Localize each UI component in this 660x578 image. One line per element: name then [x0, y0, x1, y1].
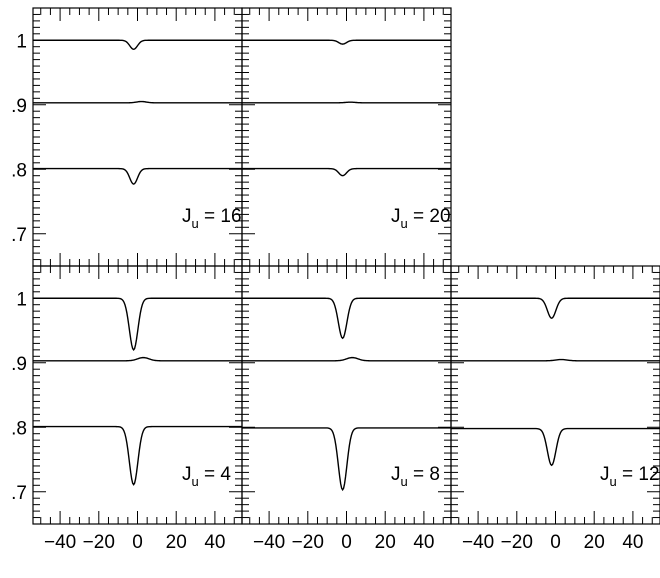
- panel-label: Ju = 4: [182, 464, 231, 489]
- x-tick-label: −20: [292, 532, 324, 553]
- panel-label: Ju = 16: [182, 206, 242, 231]
- series-line-2: [33, 167, 242, 185]
- x-tick-label: 0: [132, 532, 143, 553]
- y-tick-label: .7: [11, 225, 27, 246]
- x-tick-label: 0: [550, 532, 561, 553]
- panel-1: Ju = 20: [241, 7, 452, 267]
- series-line-1: [451, 358, 660, 362]
- series-line-0: [451, 297, 660, 320]
- panel-2: Ju = 4 .7 .8 .9 1 −40 −20 0 20 40: [11, 265, 243, 553]
- x-tick-label: 20: [375, 532, 396, 553]
- x-tick-label: −40: [44, 532, 76, 553]
- x-tick-label: 20: [166, 532, 187, 553]
- panel-0: Ju = 16 .7 .8 .9 1: [11, 7, 243, 267]
- panel-4: Ju = 12 −40 −20 0 20 40: [450, 265, 660, 553]
- series-line-0: [242, 39, 451, 45]
- y-tick-label: .8: [11, 418, 27, 439]
- series-line-1: [33, 356, 242, 362]
- x-tick-label: 40: [413, 532, 434, 553]
- panel-frame: [241, 265, 452, 525]
- y-tick-label: .9: [11, 96, 27, 117]
- y-tick-label: .7: [11, 483, 27, 504]
- x-tick-label: −20: [501, 532, 533, 553]
- x-tick-label: 0: [341, 532, 352, 553]
- series-line-0: [33, 39, 242, 51]
- panel-label: Ju = 12: [600, 464, 660, 489]
- series-line-1: [242, 356, 451, 362]
- y-tick-label: .8: [11, 160, 27, 181]
- x-tick-label: 40: [622, 532, 643, 553]
- x-tick-label: 40: [204, 532, 225, 553]
- panel-frame: [241, 7, 452, 267]
- y-tick-label: .9: [11, 354, 27, 375]
- series-line-2: [33, 425, 242, 486]
- x-tick-label: −20: [83, 532, 115, 553]
- panel-3: Ju = 8 −40 −20 0 20 40: [241, 265, 452, 553]
- x-tick-label: 20: [584, 532, 605, 553]
- series-line-1: [242, 101, 451, 104]
- panel-frame: [450, 265, 660, 525]
- panel-label: Ju = 8: [391, 464, 440, 489]
- panel-frame: [32, 265, 243, 525]
- series-line-0: [242, 297, 451, 340]
- y-tick-label: 1: [16, 31, 27, 52]
- panel-label: Ju = 20: [391, 206, 451, 231]
- series-line-1: [33, 100, 242, 104]
- series-line-2: [242, 167, 451, 177]
- series-line-2: [451, 427, 660, 467]
- x-tick-label: −40: [253, 532, 285, 553]
- series-line-2: [242, 427, 451, 492]
- y-tick-label: 1: [16, 289, 27, 310]
- series-line-0: [33, 297, 242, 352]
- x-tick-label: −40: [462, 532, 494, 553]
